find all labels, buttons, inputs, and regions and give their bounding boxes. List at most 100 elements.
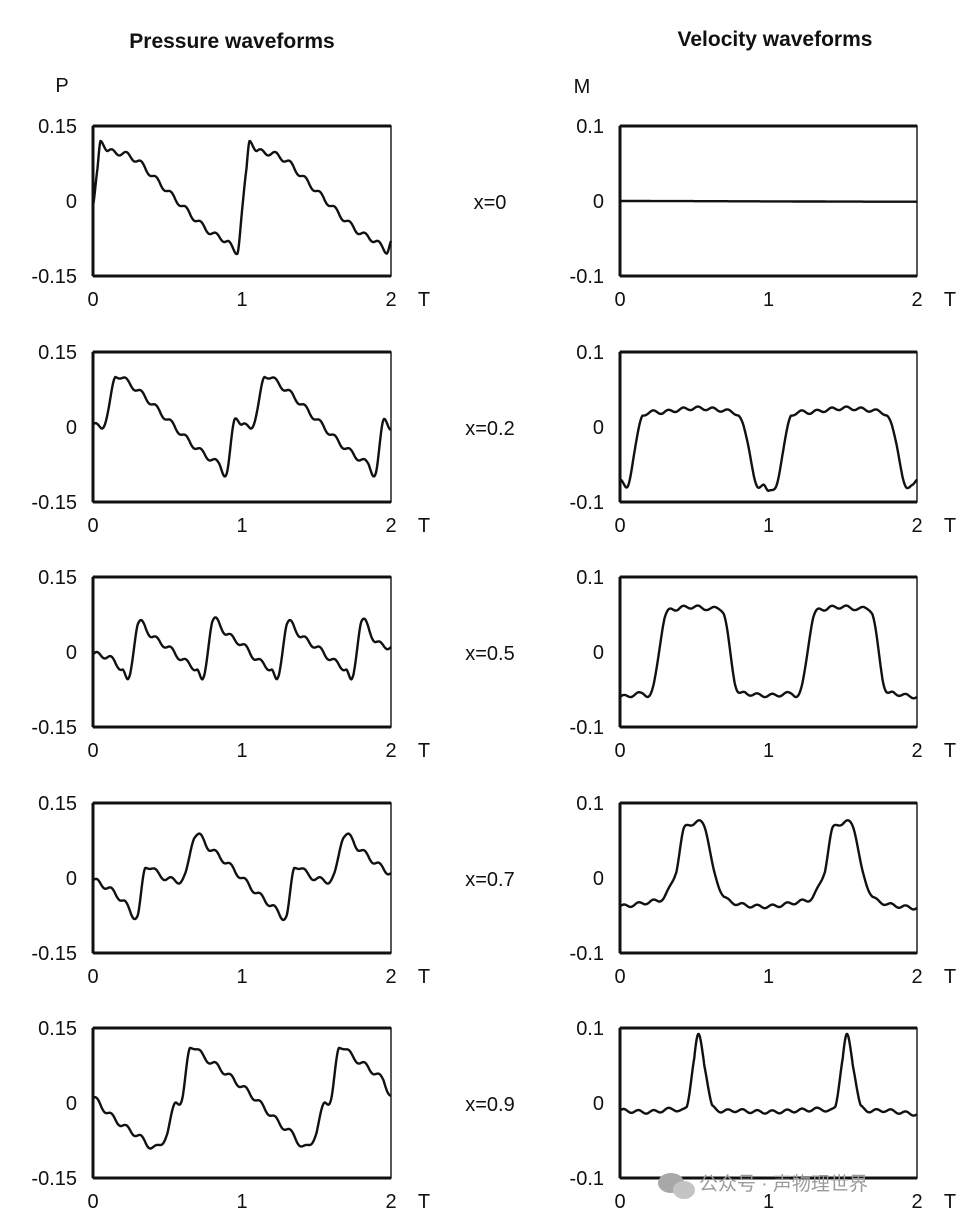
x-tick-label: 1 — [763, 289, 774, 311]
y-tick-label: 0.1 — [576, 793, 604, 815]
y-tick-label: 0 — [593, 417, 604, 439]
y-tick-label: 0 — [593, 868, 604, 890]
velocity-panel-4: 0.1 0 -0.1 0 1 2 T — [570, 793, 957, 988]
plot-frame — [619, 1027, 918, 1179]
x-tick-label: 0 — [87, 740, 98, 762]
y-tick-label: -0.1 — [570, 1168, 604, 1190]
x-axis-symbol: T — [418, 289, 430, 311]
x-tick-label: 0 — [614, 740, 625, 762]
x-tick-label: 2 — [911, 966, 922, 988]
x-axis-symbol: T — [944, 740, 956, 762]
y-tick-label: 0 — [593, 191, 604, 213]
x-tick-label: 1 — [763, 966, 774, 988]
watermark-text: 公众号 · 声物理世界 — [699, 1173, 868, 1195]
y-tick-label: 0.15 — [38, 342, 77, 364]
velocity-y-symbol: M — [574, 76, 591, 98]
x-axis-symbol: T — [418, 966, 430, 988]
y-tick-label: 0 — [593, 642, 604, 664]
x-axis-symbol: T — [944, 515, 956, 537]
y-tick-label: 0 — [66, 191, 77, 213]
x-tick-label: 2 — [385, 740, 396, 762]
y-tick-label: 0.1 — [576, 567, 604, 589]
x-tick-label: 2 — [911, 515, 922, 537]
x-tick-label: 1 — [763, 740, 774, 762]
x-axis-symbol: T — [944, 1191, 956, 1213]
x-tick-label: 1 — [236, 289, 247, 311]
pressure-waveform-line — [92, 375, 392, 478]
row-position-label: x=0.2 — [465, 418, 514, 440]
pressure-waveform-line — [91, 139, 393, 256]
y-tick-label: -0.1 — [570, 492, 604, 514]
pressure-y-symbol: P — [55, 75, 68, 97]
y-tick-label: -0.15 — [31, 492, 77, 514]
x-tick-label: 0 — [87, 289, 98, 311]
x-tick-label: 2 — [385, 1191, 396, 1213]
velocity-waveform-line — [619, 405, 918, 492]
y-tick-label: 0.1 — [576, 342, 604, 364]
y-tick-label: 0.15 — [38, 567, 77, 589]
x-tick-label: 0 — [614, 966, 625, 988]
y-tick-label: -0.1 — [570, 943, 604, 965]
velocity-panel-1: 0.1 0 -0.1 0 1 2 T — [570, 116, 957, 311]
x-tick-label: 0 — [614, 289, 625, 311]
y-tick-label: -0.15 — [31, 717, 77, 739]
x-axis-symbol: T — [418, 1191, 430, 1213]
pressure-waveform-line — [92, 832, 392, 922]
x-axis-symbol: T — [418, 515, 430, 537]
plot-frame — [92, 576, 392, 728]
pressure-column-title: Pressure waveforms — [129, 30, 334, 53]
velocity-panel-3: 0.1 0 -0.1 0 1 2 T — [570, 567, 957, 762]
x-tick-label: 2 — [911, 1191, 922, 1213]
velocity-panel-2: 0.1 0 -0.1 0 1 2 T — [570, 342, 957, 537]
row-position-label: x=0.7 — [465, 869, 514, 891]
y-tick-label: 0 — [66, 868, 77, 890]
row-position-label: x=0.5 — [465, 643, 514, 665]
watermark: 公众号 · 声物理世界 — [658, 1173, 868, 1199]
x-tick-label: 2 — [385, 966, 396, 988]
x-tick-label: 1 — [763, 515, 774, 537]
x-tick-label: 1 — [236, 1191, 247, 1213]
y-tick-label: 0.15 — [38, 793, 77, 815]
y-tick-label: 0.1 — [576, 1018, 604, 1040]
y-tick-label: -0.15 — [31, 943, 77, 965]
velocity-waveform-line — [619, 199, 918, 203]
y-tick-label: 0 — [66, 1093, 77, 1115]
x-tick-label: 0 — [614, 515, 625, 537]
pressure-panel-1: 0.15 0 -0.15 0 1 2 Tx=0 — [31, 116, 506, 311]
panels: 0.150-0.150 1 2 Tx=00.10-0.10 1 2 T0.150-0.150… — [31, 116, 956, 1213]
y-tick-label: 0.15 — [38, 116, 77, 138]
pressure-waveform-line — [92, 1046, 392, 1150]
plot-frame — [92, 351, 392, 503]
y-tick-label: -0.15 — [31, 1168, 77, 1190]
x-tick-label: 2 — [911, 740, 922, 762]
x-axis-symbol: T — [418, 740, 430, 762]
x-tick-label: 2 — [911, 289, 922, 311]
pressure-panel-2: 0.15 0 -0.15 0 1 2 Tx=0.2 — [31, 342, 514, 537]
velocity-waveform-line — [619, 604, 918, 700]
pressure-panel-3: 0.15 0 -0.15 0 1 2 Tx=0.5 — [31, 567, 514, 762]
x-tick-label: 0 — [87, 515, 98, 537]
y-tick-label: 0 — [593, 1093, 604, 1115]
velocity-column-title: Velocity waveforms — [678, 28, 873, 51]
y-tick-label: 0.15 — [38, 1018, 77, 1040]
y-tick-label: -0.15 — [31, 266, 77, 288]
x-tick-label: 2 — [385, 515, 396, 537]
x-tick-label: 0 — [87, 966, 98, 988]
x-tick-label: 0 — [87, 1191, 98, 1213]
y-tick-label: -0.1 — [570, 266, 604, 288]
velocity-waveform-line — [619, 819, 918, 911]
plot-frame — [619, 351, 918, 503]
x-tick-label: 1 — [236, 740, 247, 762]
velocity-waveform-line — [619, 1032, 918, 1117]
pressure-waveform-line — [92, 616, 392, 681]
x-tick-label: 1 — [763, 1191, 774, 1213]
wechat-icon — [658, 1173, 695, 1199]
plot-frame — [619, 802, 918, 954]
x-tick-label: 2 — [385, 289, 396, 311]
y-tick-label: 0 — [66, 642, 77, 664]
pressure-panel-5: 0.15 0 -0.15 0 1 2 Tx=0.9 — [31, 1018, 514, 1213]
x-tick-label: 1 — [236, 966, 247, 988]
y-tick-label: 0.1 — [576, 116, 604, 138]
x-axis-symbol: T — [944, 966, 956, 988]
